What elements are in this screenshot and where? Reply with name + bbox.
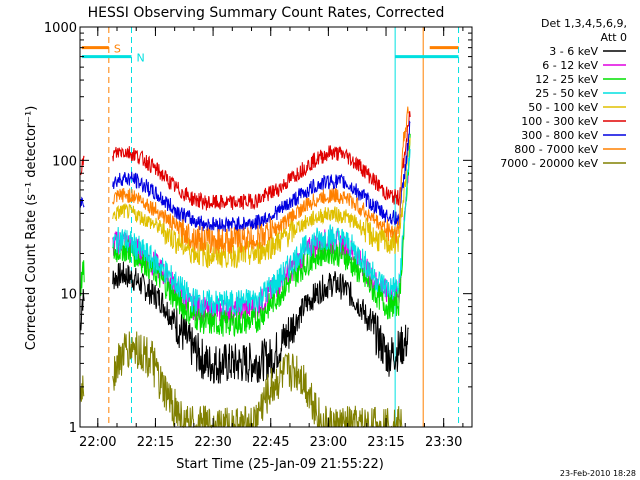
legend-entry-label: 100 - 300 keV xyxy=(521,115,598,128)
y-tick-label: 10 xyxy=(60,288,77,303)
y-tick-label: 100 xyxy=(52,154,77,169)
y-tick-label: 1000 xyxy=(44,21,77,36)
series-line-1 xyxy=(112,149,411,324)
y-tick-label: 1 xyxy=(69,421,77,436)
legend-entry-label: 25 - 50 keV xyxy=(535,87,598,100)
timestamp-annotation: 23-Feb-2010 18:28 xyxy=(560,469,636,478)
series-line-3 xyxy=(112,149,411,316)
legend-entry-label: 50 - 100 keV xyxy=(528,101,598,114)
x-axis: 22:00 22:15 22:30 22:45 23:00 23:15 23:30 xyxy=(79,27,464,450)
x-tick-label: 23:30 xyxy=(425,435,462,450)
legend-header: Att 0 xyxy=(601,31,627,44)
x-tick-label: 22:00 xyxy=(79,435,116,450)
x-tick-label: 22:30 xyxy=(194,435,231,450)
legend-entry-label: 300 - 800 keV xyxy=(521,129,598,142)
series-layer xyxy=(79,106,411,429)
series-line-4 xyxy=(112,137,411,269)
chart-title: HESSI Observing Summary Count Rates, Cor… xyxy=(88,5,445,21)
x-tick-label: 22:15 xyxy=(137,435,174,450)
series-line-8 xyxy=(79,331,403,429)
x-tick-label: 22:45 xyxy=(252,435,289,450)
legend-entry-label: 3 - 6 keV xyxy=(549,45,598,58)
marker-n-label: N xyxy=(136,52,144,65)
legend-entry-label: 800 - 7000 keV xyxy=(514,143,598,156)
x-axis-label: Start Time (25-Jan-09 21:55:22) xyxy=(176,457,384,472)
legend-header: Det 1,3,4,5,6,9, xyxy=(541,17,627,30)
legend-entry-label: 7000 - 20000 keV xyxy=(500,157,598,170)
x-tick-label: 23:15 xyxy=(367,435,404,450)
plot-frame xyxy=(79,26,473,428)
x-tick-label: 23:00 xyxy=(310,435,347,450)
legend-entry-label: 12 - 25 keV xyxy=(535,73,598,86)
series-line-0 xyxy=(79,261,409,384)
series-line-7 xyxy=(112,106,409,254)
series-line-6 xyxy=(79,120,411,235)
y-axis-label: Corrected Count Rate (s⁻¹ detector⁻¹) xyxy=(24,106,39,351)
marker-s-label: S xyxy=(114,43,121,56)
marker-layer: SN xyxy=(81,27,460,427)
y-axis: 1 10 100 1000 xyxy=(44,21,472,436)
series-line-2 xyxy=(79,133,411,337)
legend-entry-label: 6 - 12 keV xyxy=(542,59,598,72)
